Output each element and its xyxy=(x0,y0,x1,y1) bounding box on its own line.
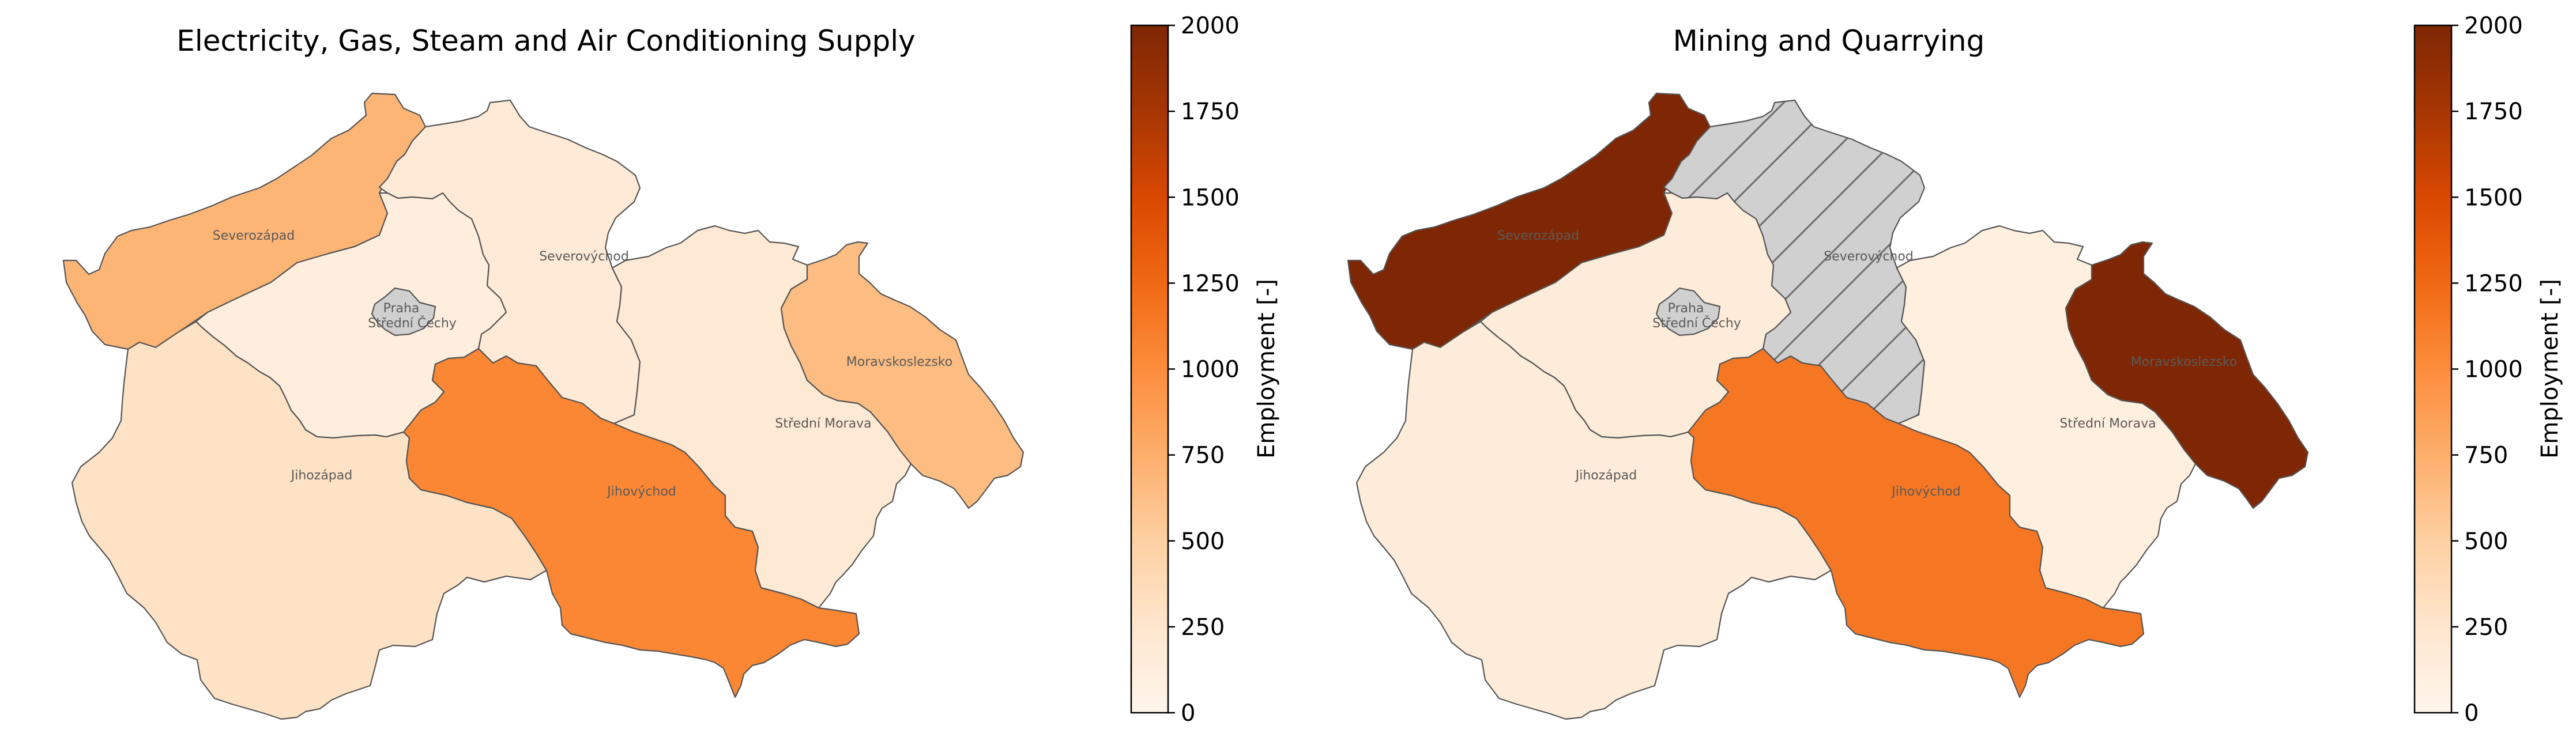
region-label-stredni-cechy: Střední Čechy xyxy=(368,316,457,331)
map-panel-mining: Mining and Quarrying Severozápad Severov… xyxy=(1347,13,2563,727)
region-moravskoslezsko xyxy=(780,241,1025,509)
region-label-severozapad: Severozápad xyxy=(213,229,295,243)
colorbar-tick-label: 1750 xyxy=(1181,99,1240,125)
region-praha xyxy=(371,287,436,336)
colorbar-ticks: 0 250 500 750 1000 1250 1500 1750 2000 xyxy=(1168,13,1240,727)
colorbar-gradient xyxy=(1130,24,1169,714)
colorbar-tick-label: 1000 xyxy=(2464,357,2523,383)
colorbar: 0 250 500 750 1000 1250 1500 1750 2000 Employmen… xyxy=(1130,13,1280,727)
region-jihozapad xyxy=(1355,320,1832,720)
choropleth-map: Severozápad Severovýchod Praha Střední Č… xyxy=(62,92,1025,720)
colorbar-tick-label: 500 xyxy=(2464,528,2508,555)
colorbar-tick-label: 1500 xyxy=(2464,184,2523,211)
region-label-severozapad: Severozápad xyxy=(1497,229,1580,243)
colorbar-tick-label: 500 xyxy=(1181,528,1225,555)
colorbar-tick-label: 1000 xyxy=(1181,357,1240,383)
region-label-jihozapad: Jihozápad xyxy=(1575,468,1637,483)
colorbar: 0 250 500 750 1000 1250 1500 1750 2000 Employmen… xyxy=(2413,13,2563,727)
region-praha xyxy=(1655,287,1721,336)
colorbar-tick-label: 0 xyxy=(1181,700,1195,727)
colorbar-tick-label: 0 xyxy=(2464,700,2479,727)
colorbar-tick-label: 1750 xyxy=(2464,99,2523,125)
region-label-praha: Praha xyxy=(383,301,420,316)
panel-title: Mining and Quarrying xyxy=(1673,24,1985,58)
region-label-jihovychod: Jihovýchod xyxy=(1890,485,1961,499)
colorbar-label: Employment [-] xyxy=(2537,279,2563,459)
colorbar-tick-label: 750 xyxy=(1181,443,1225,469)
region-label-stredni-morava: Střední Morava xyxy=(2059,417,2156,431)
region-label-moravskoslezsko: Moravskoslezsko xyxy=(2131,355,2237,369)
colorbar-tick-label: 750 xyxy=(2464,443,2508,469)
region-label-jihovychod: Jihovýchod xyxy=(606,485,676,499)
colorbar-label: Employment [-] xyxy=(1253,279,1280,459)
colorbar-gradient xyxy=(2413,24,2453,714)
colorbar-tick-label: 1250 xyxy=(1181,270,1240,297)
colorbar-tick-label: 2000 xyxy=(2464,13,2523,39)
colorbar-tick-label: 250 xyxy=(1181,614,1225,641)
colorbar-tick-label: 250 xyxy=(2464,614,2508,641)
region-jihozapad xyxy=(71,320,548,720)
region-label-severovychod: Severovýchod xyxy=(539,249,629,264)
region-moravskoslezsko xyxy=(2065,241,2309,509)
region-label-stredni-cechy: Střední Čechy xyxy=(1652,316,1741,331)
colorbar-ticks: 0 250 500 750 1000 1250 1500 1750 2000 xyxy=(2451,13,2523,727)
map-panel-electricity: Electricity, Gas, Steam and Air Conditio… xyxy=(62,13,1280,727)
region-label-stredni-morava: Střední Morava xyxy=(775,417,871,431)
panel-title: Electricity, Gas, Steam and Air Conditio… xyxy=(176,24,915,58)
colorbar-tick-label: 1250 xyxy=(2464,270,2523,297)
region-label-severovychod: Severovýchod xyxy=(1824,249,1914,264)
colorbar-tick-label: 1500 xyxy=(1181,184,1240,211)
region-label-praha: Praha xyxy=(1668,301,1704,316)
colorbar-tick-label: 2000 xyxy=(1181,13,1240,39)
region-label-jihozapad: Jihozápad xyxy=(290,468,352,483)
region-label-moravskoslezsko: Moravskoslezsko xyxy=(846,355,952,369)
choropleth-map: Severozápad Severovýchod Praha Střední Č… xyxy=(1347,92,2309,720)
